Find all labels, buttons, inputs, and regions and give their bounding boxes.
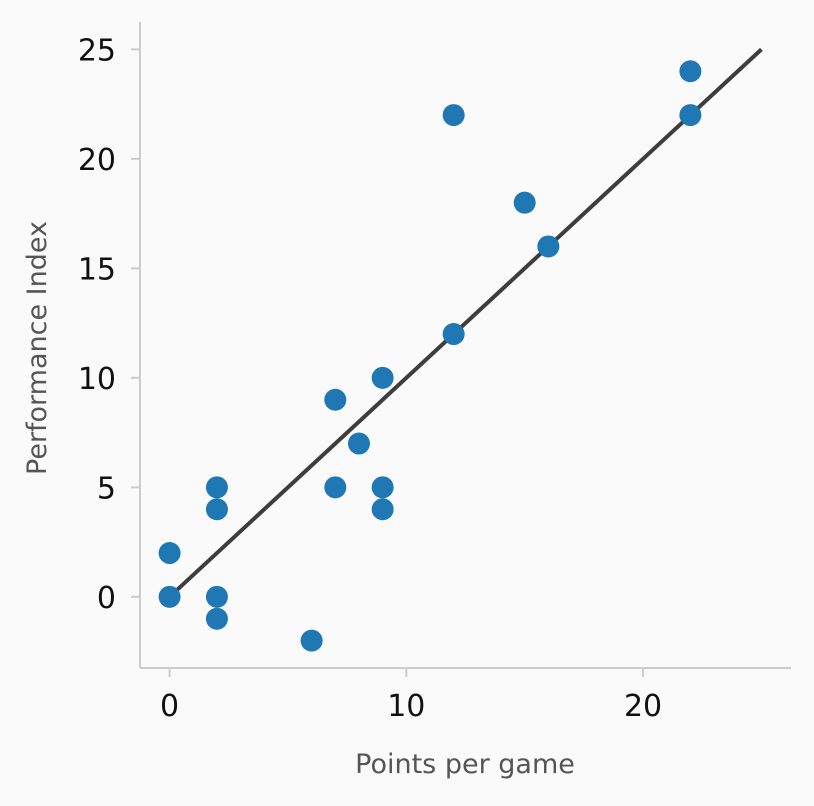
data-point (371, 476, 394, 499)
data-point (205, 585, 228, 608)
data-point (442, 323, 465, 346)
x-axis-label: Points per game (355, 749, 575, 780)
data-point (300, 629, 323, 652)
data-point (205, 476, 228, 499)
x-tick-label: 10 (387, 689, 425, 724)
axes (139, 22, 791, 669)
x-tick-label: 0 (160, 689, 179, 724)
y-tick-label: 10 (78, 362, 116, 397)
data-point (205, 498, 228, 521)
data-point (371, 366, 394, 389)
data-point (347, 432, 370, 455)
y-tick-label: 5 (97, 471, 116, 506)
data-point (513, 191, 536, 214)
y-tick-label: 20 (78, 143, 116, 178)
data-points (158, 60, 702, 652)
data-point (679, 104, 702, 127)
data-point (324, 476, 347, 499)
data-point (371, 498, 394, 521)
data-point (158, 542, 181, 565)
data-point (324, 388, 347, 411)
y-axis-ticks: 0 5 10 15 20 25 (78, 33, 140, 616)
y-tick-label: 0 (97, 581, 116, 616)
data-point (205, 607, 228, 630)
y-axis-label: Performance Index (22, 221, 53, 475)
y-tick-label: 25 (78, 33, 116, 68)
trend-line (168, 47, 763, 599)
data-point (158, 585, 181, 608)
data-point (679, 60, 702, 83)
x-tick-label: 20 (624, 689, 662, 724)
x-axis-ticks: 0 10 20 (160, 668, 662, 724)
data-point (442, 104, 465, 127)
y-tick-label: 15 (78, 252, 116, 287)
data-point (537, 235, 560, 258)
